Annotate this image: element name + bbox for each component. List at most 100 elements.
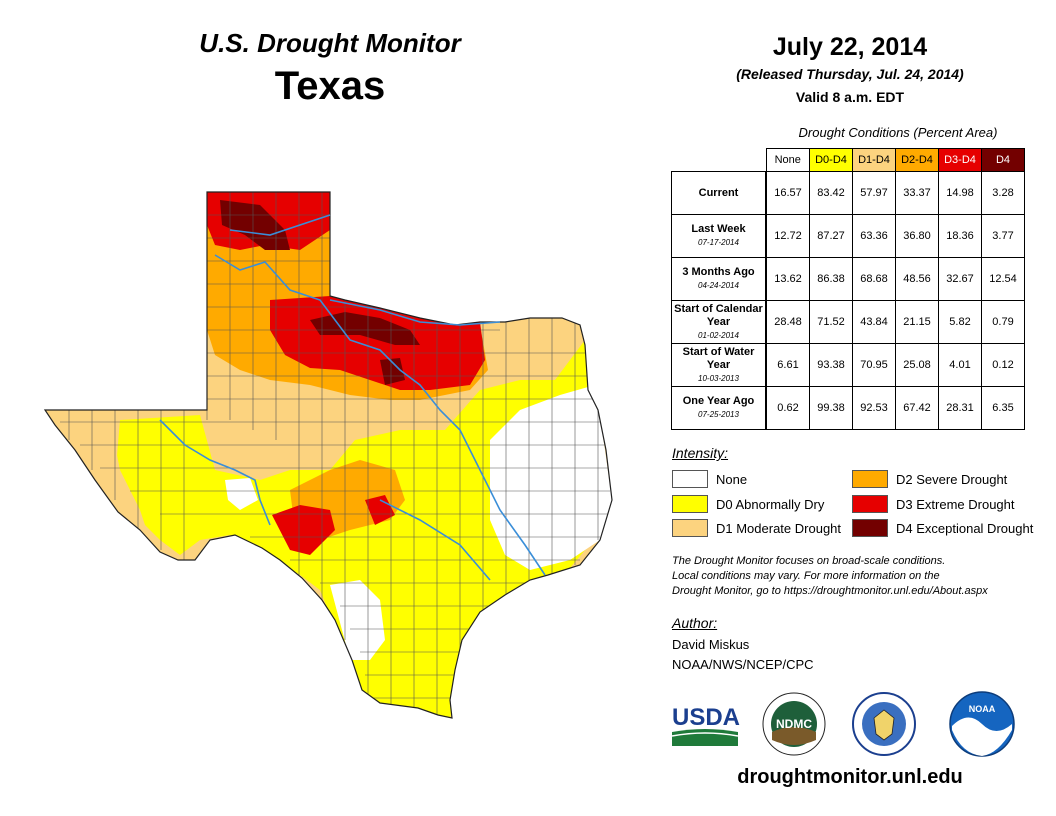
drought-conditions-table: None D0-D4 D1-D4 D2-D4 D3-D4 D4 Current 1…: [671, 148, 1025, 430]
table-cell: 67.42: [895, 386, 939, 430]
table-cell: 21.15: [895, 300, 939, 344]
legend-label: D2 Severe Drought: [896, 471, 1008, 487]
row-label-text: 3 Months Ago: [682, 266, 755, 278]
table-cell: 68.68: [852, 257, 896, 301]
table-cell: 6.35: [981, 386, 1025, 430]
none-area-east: [490, 385, 612, 570]
row-label-text: Current: [698, 186, 739, 199]
table-cell: 25.08: [895, 343, 939, 387]
d4-area-central-north: [380, 358, 405, 385]
note-line: Drought Monitor, go to https://droughtmo…: [672, 585, 988, 597]
table-cell: 28.31: [938, 386, 982, 430]
legend-label: D3 Extreme Drought: [896, 496, 1015, 512]
table-cell: 70.95: [852, 343, 896, 387]
row-label-text: One Year Ago: [682, 395, 755, 407]
table-cell: 99.38: [809, 386, 853, 430]
table-cell: 93.38: [809, 343, 853, 387]
author-org: NOAA/NWS/NCEP/CPC: [672, 657, 814, 672]
canadian-river: [229, 214, 331, 236]
table-cell: 14.98: [938, 171, 982, 215]
d4-area-panhandle: [220, 200, 290, 250]
conditions-title: Drought Conditions (Percent Area): [798, 125, 998, 140]
legend-item-d2: D2 Severe Drought: [852, 470, 1007, 488]
legend-item-d3: D3 Extreme Drought: [852, 495, 1015, 513]
website-url[interactable]: droughtmonitor.unl.edu: [737, 766, 963, 788]
col-header: D4: [981, 148, 1025, 172]
usda-logo: USDA: [671, 704, 740, 746]
table-cell: 16.57: [765, 171, 810, 215]
table-corner: [671, 148, 767, 172]
table-row: Start of Water Year 10-03-2013 6.61 93.38 70…: [671, 343, 1025, 387]
usda-logo-text: USDA: [672, 704, 740, 731]
table-cell: 83.42: [809, 171, 853, 215]
legend-swatch: [672, 519, 708, 537]
table-row: Last Week 07-17-2014 12.72 87.27 63.36 36.80 1…: [671, 214, 1025, 258]
d1-area-far-west: [45, 410, 150, 540]
legend-swatch: [672, 495, 708, 513]
table-cell: 32.67: [938, 257, 982, 301]
legend-item-none: None: [672, 470, 747, 488]
table-cell: 43.84: [852, 300, 896, 344]
col-header: D1-D4: [852, 148, 896, 172]
table-cell: 48.56: [895, 257, 939, 301]
red-river: [329, 299, 501, 326]
texas-outline: [43, 191, 613, 719]
row-label: 3 Months Ago 04-24-2014: [671, 257, 767, 301]
row-label-text: Last Week: [691, 223, 746, 235]
row-label-text: Start of Calendar Year: [674, 302, 763, 328]
table-cell: 18.36: [938, 214, 982, 258]
monitor-title: U.S. Drought Monitor: [199, 28, 461, 58]
legend-item-d4: D4 Exceptional Drought: [852, 519, 1033, 537]
none-area-west: [225, 478, 258, 510]
table-row: Current 16.57 83.42 57.97 33.37 14.98 3.28: [671, 171, 1025, 215]
d0-area-central: [115, 340, 610, 718]
d3-area-southwest: [272, 505, 335, 555]
d3-area-hill-country: [365, 495, 395, 525]
table-cell: 0.12: [981, 343, 1025, 387]
row-label-date: 10-03-2013: [698, 373, 739, 383]
table-cell: 5.82: [938, 300, 982, 344]
row-label: One Year Ago 07-25-2013: [671, 386, 767, 430]
author-title: Author:: [672, 615, 718, 631]
release-date: (Released Thursday, Jul. 24, 2014): [736, 66, 964, 82]
legend-label: D0 Abnormally Dry: [716, 496, 825, 512]
drought-areas: [45, 192, 612, 718]
table-cell: 13.62: [765, 257, 810, 301]
texas-drought-map: [43, 191, 613, 719]
ndmc-logo-text: NDMC: [776, 717, 812, 731]
table-cell: 92.53: [852, 386, 896, 430]
legend-item-d1: D1 Moderate Drought: [672, 519, 841, 537]
row-label-text: Start of Water Year: [682, 345, 755, 371]
drought-monitor-note: The Drought Monitor focuses on broad-sca…: [672, 554, 1042, 599]
table-header-row: None D0-D4 D1-D4 D2-D4 D3-D4 D4: [671, 148, 1025, 172]
map-date: July 22, 2014: [772, 33, 928, 61]
colorado-river: [379, 499, 491, 581]
row-label-date: 07-25-2013: [698, 410, 739, 419]
commerce-seal-shield: [873, 709, 895, 741]
legend-title: Intensity:: [672, 445, 729, 461]
table-cell: 63.36: [852, 214, 896, 258]
table-cell: 0.79: [981, 300, 1025, 344]
commerce-seal: [852, 692, 916, 756]
table-cell: 57.97: [852, 171, 896, 215]
d4-area-north-texas: [310, 312, 420, 345]
legend-label: D4 Exceptional Drought: [896, 520, 1034, 536]
usda-logo-stripe: [671, 732, 739, 737]
table-cell: 36.80: [895, 214, 939, 258]
table-cell: 12.72: [765, 214, 810, 258]
legend-label: None: [716, 471, 748, 487]
table-cell: 3.28: [981, 171, 1025, 215]
table-cell: 71.52: [809, 300, 853, 344]
table-cell: 28.48: [765, 300, 810, 344]
row-label-date: 04-24-2014: [698, 281, 739, 290]
brazos-river: [214, 254, 546, 576]
row-label: Current: [671, 171, 767, 215]
author-name: David Miskus: [672, 637, 750, 652]
col-header: None: [765, 148, 810, 172]
row-label: Last Week 07-17-2014: [671, 214, 767, 258]
row-label: Start of Water Year 10-03-2013: [671, 343, 767, 387]
noaa-logo: NOAA: [949, 691, 1015, 757]
valid-time: Valid 8 a.m. EDT: [795, 89, 905, 105]
table-cell: 12.54: [981, 257, 1025, 301]
table-cell: 3.77: [981, 214, 1025, 258]
